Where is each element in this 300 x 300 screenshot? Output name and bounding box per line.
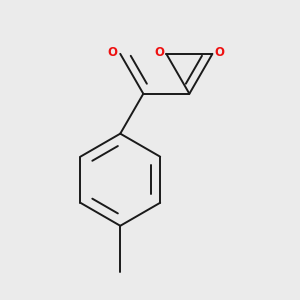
Text: O: O	[108, 46, 118, 59]
Text: O: O	[215, 46, 225, 59]
Text: O: O	[154, 46, 164, 59]
